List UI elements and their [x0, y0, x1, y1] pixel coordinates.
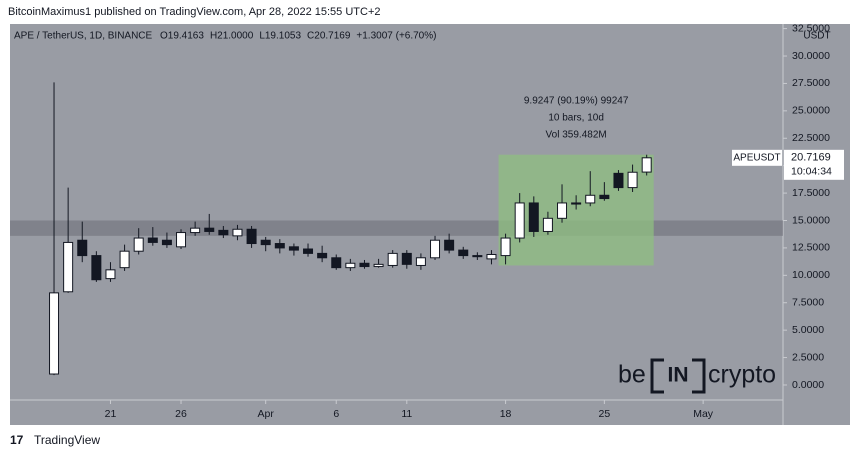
- wm-text: crypto: [708, 361, 776, 389]
- price-tag: [732, 149, 782, 166]
- candle-body: [77, 239, 88, 257]
- y-tick-label: 32.5000: [792, 22, 830, 34]
- y-tick-label: 25.0000: [792, 105, 830, 117]
- candle-body: [415, 257, 426, 266]
- footer-brand: TradingView: [34, 433, 100, 447]
- candle-body: [387, 252, 398, 266]
- wm-gap: [664, 356, 692, 396]
- candle-body: [542, 217, 553, 232]
- currency: USDT: [803, 31, 830, 42]
- time-axis: [10, 400, 783, 425]
- y-tick-label: 12.5000: [792, 242, 830, 254]
- candle-body: [557, 202, 568, 219]
- ohlc-value: C20.7169: [307, 31, 351, 42]
- ohlc-header: O19.4163 H21.0000 L19.1053 C20.7169 +1.3007 …: [160, 31, 436, 42]
- plot-area: [10, 24, 783, 400]
- candle-body: [458, 249, 469, 257]
- candle-body: [190, 227, 201, 234]
- candle-body: [345, 262, 356, 269]
- x-tick-label: Apr: [258, 408, 275, 420]
- price-axis: [783, 24, 850, 425]
- ohlc-value: L19.1053: [259, 31, 301, 42]
- y-tick-label: 5.0000: [792, 324, 824, 336]
- candle-body: [373, 263, 384, 268]
- price-box: [784, 149, 844, 180]
- range-stat: 9.9247 (90.19%) 99247: [524, 96, 629, 107]
- candle-body: [444, 239, 455, 251]
- support-zone: [10, 220, 783, 236]
- wm-text: be: [618, 361, 646, 389]
- candle-body: [161, 239, 172, 246]
- candle-body: [430, 239, 441, 259]
- candle-body: [274, 243, 285, 249]
- candle-body: [49, 292, 60, 375]
- candle-body: [63, 241, 74, 293]
- ohlc-value: +1.3007 (+6.70%): [356, 31, 436, 42]
- candle-body: [204, 227, 215, 232]
- x-tick-label: May: [693, 408, 714, 420]
- candle-body: [246, 228, 257, 245]
- y-tick-label: 17.5000: [792, 187, 830, 199]
- candle-body: [119, 250, 130, 269]
- candle-body: [500, 237, 511, 257]
- y-tick-label: 7.5000: [792, 297, 824, 309]
- y-tick-label: 27.5000: [792, 77, 830, 89]
- range-stat: 10 bars, 10d: [548, 113, 604, 124]
- candle-body: [613, 172, 624, 189]
- candle-body: [317, 252, 328, 259]
- candle-body: [514, 202, 525, 239]
- candle-body: [472, 255, 483, 258]
- candle-body: [91, 255, 102, 281]
- x-tick-label: 25: [599, 408, 611, 420]
- countdown: 10:04:34: [791, 166, 832, 178]
- footer-logo: 17: [10, 433, 24, 447]
- candle-body: [232, 228, 243, 237]
- candle-body: [176, 232, 187, 248]
- candle-body: [359, 262, 370, 268]
- last-price: 20.7169: [791, 152, 831, 164]
- y-tick-label: 15.0000: [792, 214, 830, 226]
- y-tick-label: 22.5000: [792, 132, 830, 144]
- publish-line: BitcoinMaximus1 published on TradingView…: [8, 6, 381, 18]
- ohlc-value: H21.0000: [210, 31, 254, 42]
- x-tick-label: 11: [401, 408, 412, 420]
- x-tick-label: 6: [333, 408, 339, 420]
- wm-text: IN: [668, 364, 689, 387]
- candle-body: [627, 171, 638, 189]
- watermark: be IN crypto: [618, 356, 776, 396]
- x-tick-label: 18: [500, 408, 512, 420]
- x-tick-label: 26: [175, 408, 187, 420]
- y-tick-label: 30.0000: [792, 50, 830, 62]
- candle-body: [571, 202, 582, 205]
- candle-body: [331, 257, 342, 269]
- plot: 9.9247 (90.19%) 99247 10 bars, 10d Vol 359…: [10, 82, 783, 376]
- y-tick-label: 2.5000: [792, 351, 824, 363]
- candle-body: [303, 248, 314, 254]
- candle-body: [288, 246, 299, 251]
- candle-body: [528, 202, 539, 232]
- candle-body: [486, 253, 497, 260]
- range-stat: Vol 359.482M: [546, 130, 607, 141]
- candle-body: [401, 252, 412, 265]
- candle-body: [260, 239, 271, 246]
- candle-body: [218, 229, 229, 236]
- candle-body: [599, 194, 610, 200]
- symbol-title: APE / TetherUS, 1D, BINANCE: [14, 31, 153, 42]
- ohlc-value: O19.4163: [160, 31, 204, 42]
- x-tick-label: 21: [105, 408, 117, 420]
- candle-body: [133, 237, 144, 252]
- candle-body: [147, 237, 158, 243]
- candle-body: [585, 194, 596, 204]
- y-tick-label: 0.0000: [792, 379, 824, 391]
- symbol-tag: APEUSDT: [733, 152, 780, 163]
- y-tick-label: 10.0000: [792, 269, 830, 281]
- candle-body: [641, 157, 652, 173]
- candle-body: [105, 269, 116, 280]
